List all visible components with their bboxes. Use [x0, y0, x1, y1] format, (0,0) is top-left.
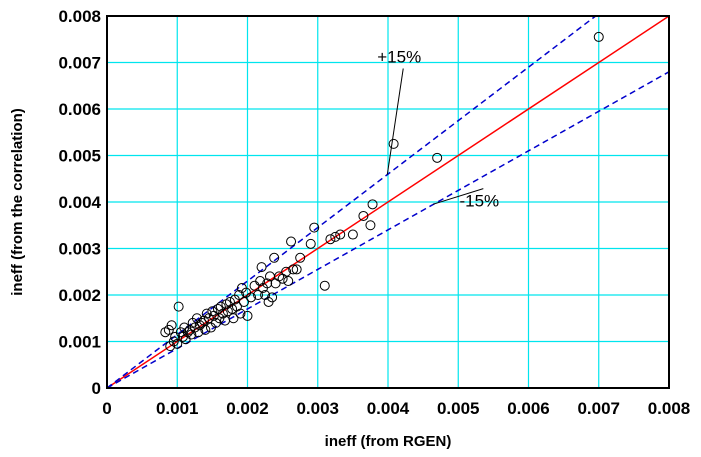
x-tick-label: 0 [102, 399, 111, 418]
data-point [168, 336, 179, 347]
data-point [238, 296, 249, 307]
data-point [267, 292, 278, 303]
data-point [172, 338, 183, 349]
data-point [262, 278, 273, 289]
y-tick-label: 0.002 [58, 286, 101, 305]
data-point [249, 280, 260, 291]
x-tick-label: 0.003 [296, 399, 339, 418]
y-tick-label: 0.008 [58, 7, 101, 26]
y-tick-label: 0.006 [58, 100, 101, 119]
data-point [358, 210, 369, 221]
data-point [234, 290, 245, 300]
y-axis-label: ineff (from the correlation) [9, 108, 26, 296]
data-point [367, 199, 378, 210]
data-point [269, 252, 280, 263]
tick-labels: 0 0.001 0.002 0.003 0.004 0.005 0.006 0.007 0.00… [58, 7, 690, 418]
data-point [166, 320, 177, 331]
annotation-label: -15% [459, 192, 499, 211]
data-point [200, 324, 211, 335]
data-point [253, 290, 264, 300]
data-point [224, 296, 235, 307]
data-point [235, 308, 246, 319]
data-point [281, 266, 292, 277]
plot-frame [106, 15, 670, 389]
data-point [246, 292, 257, 303]
data-point [193, 327, 204, 338]
data-point [215, 301, 226, 312]
data-point [319, 280, 330, 291]
grid [107, 16, 669, 388]
data-point [388, 138, 399, 149]
y-tick-label: 0.003 [58, 240, 101, 259]
annotations: +15% -15% [377, 48, 499, 211]
data-point [286, 236, 297, 247]
x-tick-label: 0.006 [507, 399, 550, 418]
data-point [228, 313, 239, 324]
data-point [365, 220, 376, 231]
x-tick-label: 0.008 [648, 399, 691, 418]
data-point [295, 252, 306, 263]
identity-line [106, 15, 670, 389]
y-tick-label: 0.007 [58, 54, 101, 73]
x-tick-label: 0.002 [226, 399, 269, 418]
data-point [432, 152, 443, 163]
data-point [325, 234, 336, 245]
y-tick-label: 0.005 [58, 147, 101, 166]
data-point [227, 303, 238, 314]
data-point [198, 315, 209, 326]
data-point [255, 276, 266, 287]
data-point [330, 231, 341, 242]
data-point [242, 310, 253, 321]
x-axis-label: ineff (from RGEN) [325, 433, 452, 450]
y-tick-label: 0 [92, 379, 101, 398]
data-point [309, 222, 320, 233]
data-point [160, 327, 171, 338]
dashed-bound-line [106, 71, 670, 389]
y-tick-label: 0.001 [58, 333, 101, 352]
data-point [347, 229, 358, 240]
x-tick-label: 0.005 [437, 399, 480, 418]
data-point [173, 301, 184, 312]
data-point [182, 327, 193, 338]
data-point [256, 262, 267, 273]
data-point [291, 264, 302, 275]
data-point [288, 264, 299, 275]
data-point [274, 271, 285, 282]
data-point [593, 31, 604, 42]
x-tick-label: 0.007 [577, 399, 620, 418]
data-point [283, 276, 294, 287]
y-tick-label: 0.004 [58, 193, 101, 212]
data-point [217, 308, 228, 319]
data-point [305, 238, 316, 249]
data-point [201, 308, 212, 319]
annotation-pointer [386, 68, 404, 175]
x-tick-label: 0.004 [367, 399, 410, 418]
data-point [335, 229, 346, 240]
annotation-pointer [432, 188, 484, 205]
data-point [207, 306, 218, 317]
data-points [160, 31, 604, 352]
x-tick-label: 0.001 [156, 399, 199, 418]
annotation-label: +15% [377, 48, 421, 67]
